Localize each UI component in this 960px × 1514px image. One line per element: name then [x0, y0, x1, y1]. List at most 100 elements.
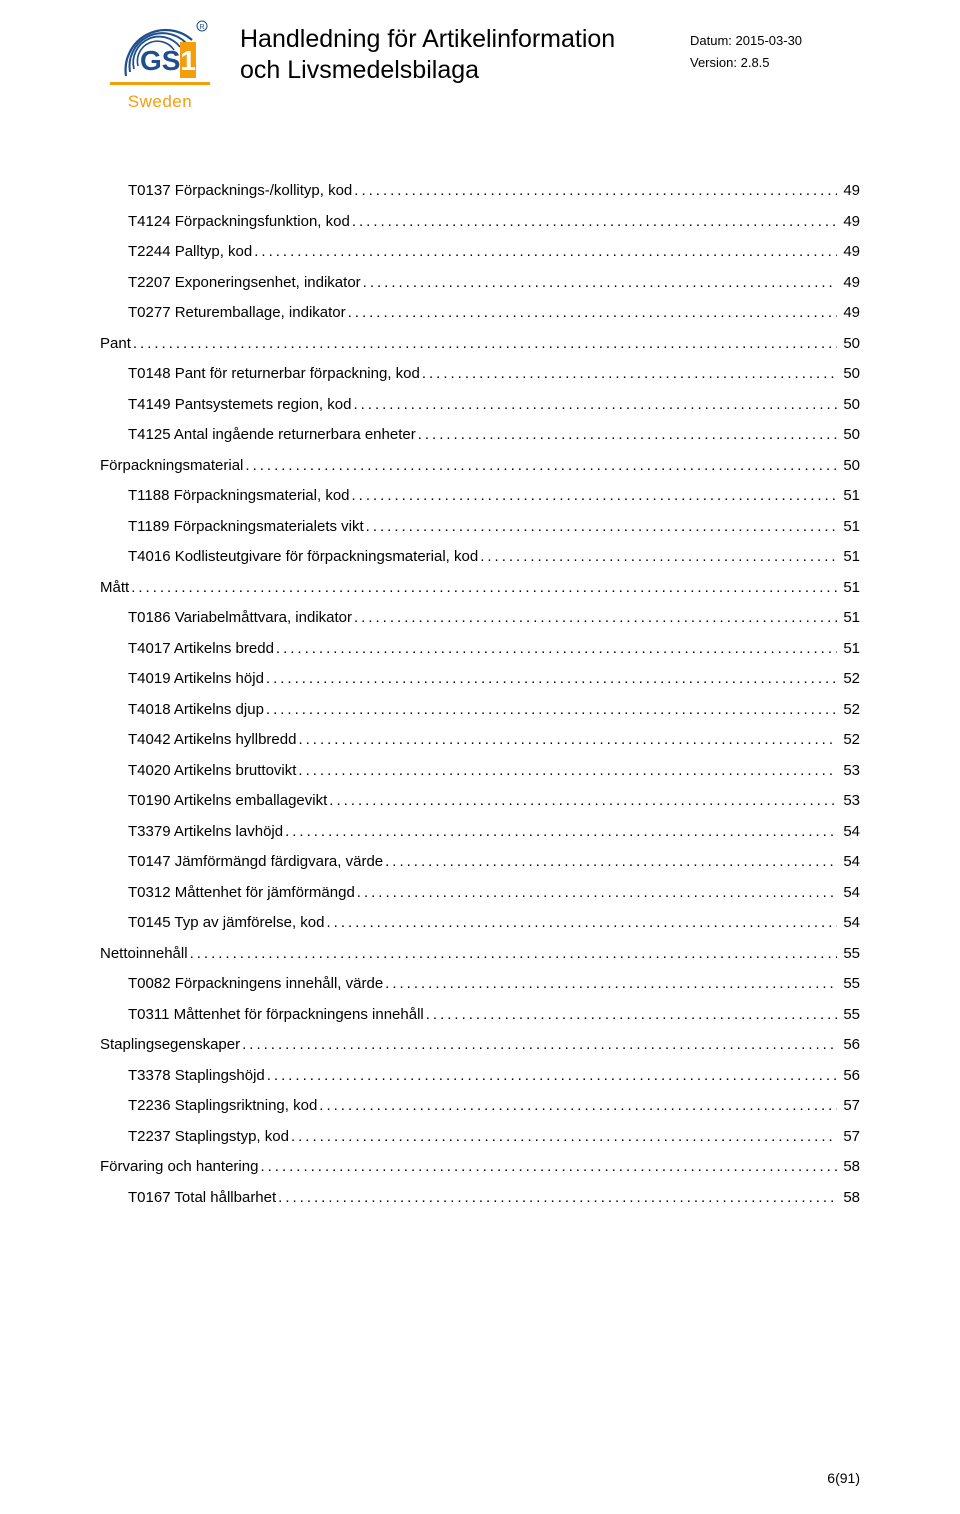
toc-entry-page: 55	[839, 945, 860, 962]
toc-leader-dots	[267, 1067, 838, 1084]
toc-entry[interactable]: T2237 Staplingstyp, kod 57	[128, 1128, 860, 1145]
toc-leader-dots	[327, 914, 838, 931]
meta-version: Version: 2.8.5	[690, 52, 860, 74]
page-total: 91	[840, 1470, 856, 1486]
toc-entry-page: 57	[839, 1097, 860, 1114]
toc-leader-dots	[278, 1189, 837, 1206]
toc-entry[interactable]: T1188 Förpackningsmaterial, kod 51	[128, 487, 860, 504]
toc-entry-page: 49	[839, 304, 860, 321]
meta-block: Datum: 2015-03-30 Version: 2.8.5	[690, 20, 860, 74]
page-footer: 6(91)	[827, 1470, 860, 1486]
toc-entry[interactable]: T4018 Artikelns djup 52	[128, 701, 860, 718]
toc-leader-dots	[298, 762, 837, 779]
toc-entry-page: 50	[839, 396, 860, 413]
toc-leader-dots	[348, 304, 838, 321]
toc-entry-label: T4019 Artikelns höjd	[128, 670, 264, 687]
toc-entry[interactable]: T3379 Artikelns lavhöjd 54	[128, 823, 860, 840]
toc-entry-page: 52	[839, 670, 860, 687]
toc-entry-label: T0190 Artikelns emballagevikt	[128, 792, 327, 809]
toc-entry-label: Pant	[100, 335, 131, 352]
toc-entry-label: T4018 Artikelns djup	[128, 701, 264, 718]
toc-entry-label: T1188 Förpackningsmaterial, kod	[128, 487, 350, 504]
toc-entry[interactable]: T4019 Artikelns höjd 52	[128, 670, 860, 687]
toc-entry[interactable]: T4020 Artikelns bruttovikt 53	[128, 762, 860, 779]
toc-entry-label: T4016 Kodlisteutgivare för förpackningsm…	[128, 548, 478, 565]
title-block: Handledning för Artikelinformation och L…	[240, 20, 670, 87]
toc-leader-dots	[418, 426, 838, 443]
toc-entry[interactable]: Nettoinnehåll 55	[100, 945, 860, 962]
toc-leader-dots	[285, 823, 837, 840]
toc-leader-dots	[480, 548, 837, 565]
toc-leader-dots	[366, 518, 838, 535]
toc-entry-page: 58	[839, 1158, 860, 1175]
toc-entry[interactable]: T2207 Exponeringsenhet, indikator 49	[128, 274, 860, 291]
toc-entry-page: 52	[839, 701, 860, 718]
toc-entry[interactable]: T0190 Artikelns emballagevikt 53	[128, 792, 860, 809]
toc-entry-label: T4020 Artikelns bruttovikt	[128, 762, 296, 779]
toc-entry[interactable]: T0145 Typ av jämförelse, kod 54	[128, 914, 860, 931]
toc-entry-page: 55	[839, 975, 860, 992]
toc-entry[interactable]: T4017 Artikelns bredd 51	[128, 640, 860, 657]
toc-entry-label: T0147 Jämförmängd färdigvara, värde	[128, 853, 383, 870]
toc-leader-dots	[363, 274, 838, 291]
document-title: Handledning för Artikelinformation och L…	[240, 24, 670, 87]
toc-entry[interactable]: T0082 Förpackningens innehåll, värde 55	[128, 975, 860, 992]
toc-entry-label: T1189 Förpackningsmaterialets vikt	[128, 518, 364, 535]
toc-entry[interactable]: T0147 Jämförmängd färdigvara, värde 54	[128, 853, 860, 870]
toc-entry[interactable]: T4149 Pantsystemets region, kod 50	[128, 396, 860, 413]
toc-entry-page: 58	[839, 1189, 860, 1206]
toc-entry-label: Nettoinnehåll	[100, 945, 188, 962]
page-current: 6	[827, 1470, 835, 1486]
meta-date: Datum: 2015-03-30	[690, 30, 860, 52]
toc-entry[interactable]: T4125 Antal ingående returnerbara enhete…	[128, 426, 860, 443]
toc-entry-page: 51	[839, 548, 860, 565]
toc-entry[interactable]: T0277 Returemballage, indikator 49	[128, 304, 860, 321]
toc-leader-dots	[190, 945, 838, 962]
table-of-contents: T0137 Förpacknings-/kollityp, kod 49 T412…	[100, 182, 860, 1206]
version-label: Version:	[690, 55, 737, 70]
toc-entry[interactable]: Förvaring och hantering 58	[100, 1158, 860, 1175]
toc-entry-label: T3379 Artikelns lavhöjd	[128, 823, 283, 840]
toc-entry-page: 50	[839, 457, 860, 474]
date-label: Datum:	[690, 33, 732, 48]
toc-leader-dots	[329, 792, 837, 809]
toc-leader-dots	[353, 396, 837, 413]
toc-entry[interactable]: T0186 Variabelmåttvara, indikator 51	[128, 609, 860, 626]
toc-leader-dots	[131, 579, 837, 596]
toc-leader-dots	[426, 1006, 838, 1023]
toc-entry-page: 50	[839, 426, 860, 443]
toc-entry[interactable]: T0312 Måttenhet för jämförmängd 54	[128, 884, 860, 901]
toc-entry-page: 53	[839, 792, 860, 809]
svg-text:GS: GS	[140, 45, 180, 76]
toc-entry-page: 49	[839, 182, 860, 199]
toc-leader-dots	[298, 731, 837, 748]
title-line-1: Handledning för Artikelinformation	[240, 25, 615, 53]
toc-entry[interactable]: T0311 Måttenhet för förpackningens inneh…	[128, 1006, 860, 1023]
toc-entry-page: 57	[839, 1128, 860, 1145]
toc-entry[interactable]: T2244 Palltyp, kod 49	[128, 243, 860, 260]
toc-entry[interactable]: Pant 50	[100, 335, 860, 352]
toc-entry-label: T4042 Artikelns hyllbredd	[128, 731, 296, 748]
toc-entry[interactable]: T1189 Förpackningsmaterialets vikt 51	[128, 518, 860, 535]
toc-entry-label: T4124 Förpackningsfunktion, kod	[128, 213, 350, 230]
toc-entry[interactable]: T4016 Kodlisteutgivare för förpackningsm…	[128, 548, 860, 565]
toc-entry[interactable]: T0137 Förpacknings-/kollityp, kod 49	[128, 182, 860, 199]
toc-entry[interactable]: T2236 Staplingsriktning, kod 57	[128, 1097, 860, 1114]
toc-leader-dots	[133, 335, 837, 352]
toc-entry[interactable]: T4042 Artikelns hyllbredd 52	[128, 731, 860, 748]
toc-entry[interactable]: T0148 Pant för returnerbar förpackning, …	[128, 365, 860, 382]
toc-entry[interactable]: T4124 Förpackningsfunktion, kod 49	[128, 213, 860, 230]
toc-entry-label: T0312 Måttenhet för jämförmängd	[128, 884, 355, 901]
toc-entry-label: Staplingsegenskaper	[100, 1036, 240, 1053]
toc-entry[interactable]: Mått 51	[100, 579, 860, 596]
toc-entry[interactable]: Förpackningsmaterial 50	[100, 457, 860, 474]
toc-leader-dots	[385, 975, 837, 992]
toc-entry-label: T4017 Artikelns bredd	[128, 640, 274, 657]
toc-entry[interactable]: T0167 Total hållbarhet 58	[128, 1189, 860, 1206]
toc-leader-dots	[245, 457, 837, 474]
toc-entry-page: 55	[839, 1006, 860, 1023]
toc-leader-dots	[266, 670, 837, 687]
toc-entry[interactable]: Staplingsegenskaper 56	[100, 1036, 860, 1053]
toc-entry-page: 54	[839, 914, 860, 931]
toc-entry[interactable]: T3378 Staplingshöjd 56	[128, 1067, 860, 1084]
